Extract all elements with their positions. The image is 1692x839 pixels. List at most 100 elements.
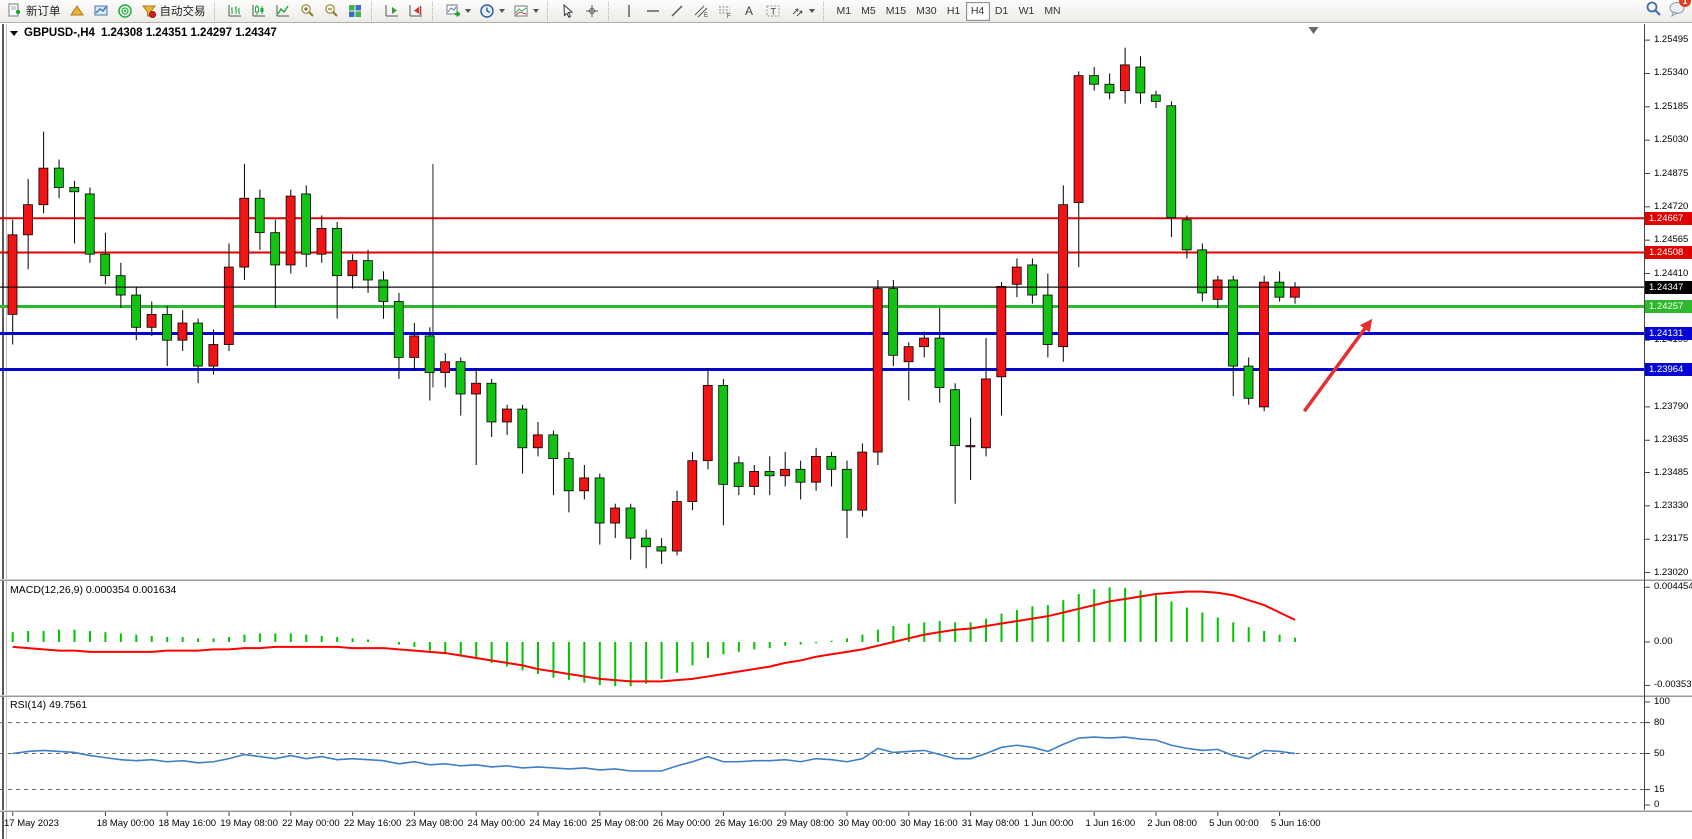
candle bbox=[332, 227, 342, 277]
candle bbox=[146, 314, 157, 328]
profiles-button[interactable] bbox=[65, 1, 89, 22]
tile-windows-button[interactable] bbox=[343, 1, 367, 22]
candle bbox=[996, 286, 1007, 378]
fibonacci-tool-button[interactable]: F bbox=[713, 1, 737, 22]
candle bbox=[795, 468, 806, 483]
bar-chart-button[interactable] bbox=[223, 1, 247, 22]
timeframe-h4[interactable]: H4 bbox=[965, 1, 990, 21]
bar-chart-icon bbox=[227, 3, 243, 19]
indicators-button[interactable] bbox=[441, 1, 475, 22]
time-axis-label: 1 Jun 00:00 bbox=[1023, 818, 1074, 829]
candle bbox=[826, 455, 837, 470]
price-axis-label: 1.25340 bbox=[1654, 67, 1689, 79]
label-tool-button[interactable]: T bbox=[761, 1, 785, 22]
candle bbox=[223, 266, 234, 345]
toolbar-separator bbox=[213, 1, 220, 21]
auto-scroll-button[interactable] bbox=[380, 1, 404, 22]
price-axis-label: 1.23175 bbox=[1654, 533, 1689, 545]
templates-button[interactable] bbox=[509, 1, 543, 22]
trendline-tool-button[interactable] bbox=[665, 1, 689, 22]
zoom-out-button[interactable] bbox=[319, 1, 343, 22]
new-order-button[interactable]: 新订单 bbox=[3, 1, 65, 22]
candle bbox=[702, 384, 713, 462]
candle bbox=[980, 378, 991, 449]
channel-tool-button[interactable]: E bbox=[689, 1, 713, 22]
search-icon[interactable] bbox=[1645, 0, 1662, 22]
timeframe-m5[interactable]: M5 bbox=[861, 5, 876, 17]
hline-tool-button[interactable] bbox=[641, 1, 665, 22]
arrows-tool-button[interactable] bbox=[785, 1, 819, 22]
candle bbox=[440, 361, 451, 373]
zoom-in-icon bbox=[299, 3, 315, 19]
timeframe-w1[interactable]: W1 bbox=[1018, 5, 1035, 17]
timeframe-m30[interactable]: M30 bbox=[916, 5, 937, 17]
crosshair-button[interactable] bbox=[580, 1, 604, 22]
candle bbox=[548, 434, 559, 459]
chat-button[interactable]: 1 bbox=[1668, 0, 1691, 22]
candlestick-chart-icon bbox=[251, 3, 267, 19]
candle bbox=[100, 253, 111, 277]
candle bbox=[1027, 264, 1038, 296]
pane-separator[interactable] bbox=[0, 579, 1692, 581]
autotrading-button[interactable]: 自动交易 bbox=[137, 1, 210, 22]
periods-button[interactable] bbox=[475, 1, 509, 22]
candle bbox=[162, 314, 172, 341]
charts-button[interactable] bbox=[89, 1, 113, 22]
timeframe-m1[interactable]: M1 bbox=[836, 5, 852, 17]
candle bbox=[471, 382, 481, 395]
time-axis-label: 18 May 00:00 bbox=[96, 818, 155, 829]
candlestick-chart-button[interactable] bbox=[247, 1, 271, 22]
zoom-out-icon bbox=[323, 3, 339, 19]
chart-shift-icon bbox=[408, 3, 424, 19]
candle bbox=[1274, 281, 1285, 298]
arrow-object[interactable] bbox=[1302, 325, 1368, 413]
rsi-axis-label: 50 bbox=[1654, 747, 1665, 759]
chart-shift-marker[interactable] bbox=[1308, 27, 1319, 34]
label-icon: T bbox=[765, 3, 781, 19]
timeframe-m15[interactable]: M15 bbox=[885, 5, 907, 17]
line-chart-button[interactable] bbox=[271, 1, 295, 22]
time-axis-label: 19 May 08:00 bbox=[220, 818, 278, 829]
cursor-icon bbox=[560, 3, 576, 19]
new-order-icon bbox=[7, 3, 23, 19]
hline-icon bbox=[645, 3, 661, 19]
autotrading-icon bbox=[141, 3, 157, 19]
chevron-down-icon bbox=[532, 9, 539, 13]
chevron-down-icon bbox=[464, 9, 471, 13]
candle bbox=[131, 294, 142, 328]
candle bbox=[610, 507, 620, 524]
candle bbox=[347, 260, 358, 277]
candle bbox=[934, 337, 945, 388]
timeframe-h1[interactable]: H1 bbox=[946, 5, 961, 17]
signals-button[interactable] bbox=[113, 1, 137, 22]
timeframe-d1[interactable]: D1 bbox=[994, 5, 1009, 17]
timeframe-mn[interactable]: MN bbox=[1044, 5, 1061, 17]
candle bbox=[455, 361, 466, 395]
candle bbox=[965, 445, 976, 448]
candle bbox=[409, 335, 420, 358]
price-axis-label: 1.25495 bbox=[1654, 34, 1689, 46]
toolbar-separator bbox=[431, 1, 438, 21]
cursor-button[interactable] bbox=[556, 1, 580, 22]
svg-text:T: T bbox=[770, 7, 776, 17]
pane-separator[interactable] bbox=[0, 695, 1692, 697]
rsi-line bbox=[12, 736, 1296, 772]
price-axis-label: 1.24565 bbox=[1654, 234, 1689, 246]
symbol-period: GBPUSD-,H4 bbox=[24, 27, 95, 39]
svg-text:A: A bbox=[745, 4, 753, 18]
text-tool-button[interactable]: A bbox=[737, 1, 761, 22]
time-axis-label: 18 May 16:00 bbox=[158, 818, 217, 829]
price-axis-label: 1.23485 bbox=[1654, 466, 1689, 478]
price-level-badge: 1.24508 bbox=[1645, 245, 1692, 259]
candle bbox=[903, 346, 914, 363]
chart-shift-button[interactable] bbox=[404, 1, 428, 22]
zoom-in-button[interactable] bbox=[295, 1, 319, 22]
time-axis-label: 24 May 00:00 bbox=[467, 818, 526, 829]
time-axis-label: 26 May 16:00 bbox=[714, 818, 773, 829]
candle bbox=[1181, 219, 1192, 251]
candle bbox=[594, 477, 605, 524]
vline-tool-button[interactable] bbox=[617, 1, 641, 22]
pane-separator bbox=[0, 810, 1692, 812]
candle bbox=[1011, 266, 1022, 285]
